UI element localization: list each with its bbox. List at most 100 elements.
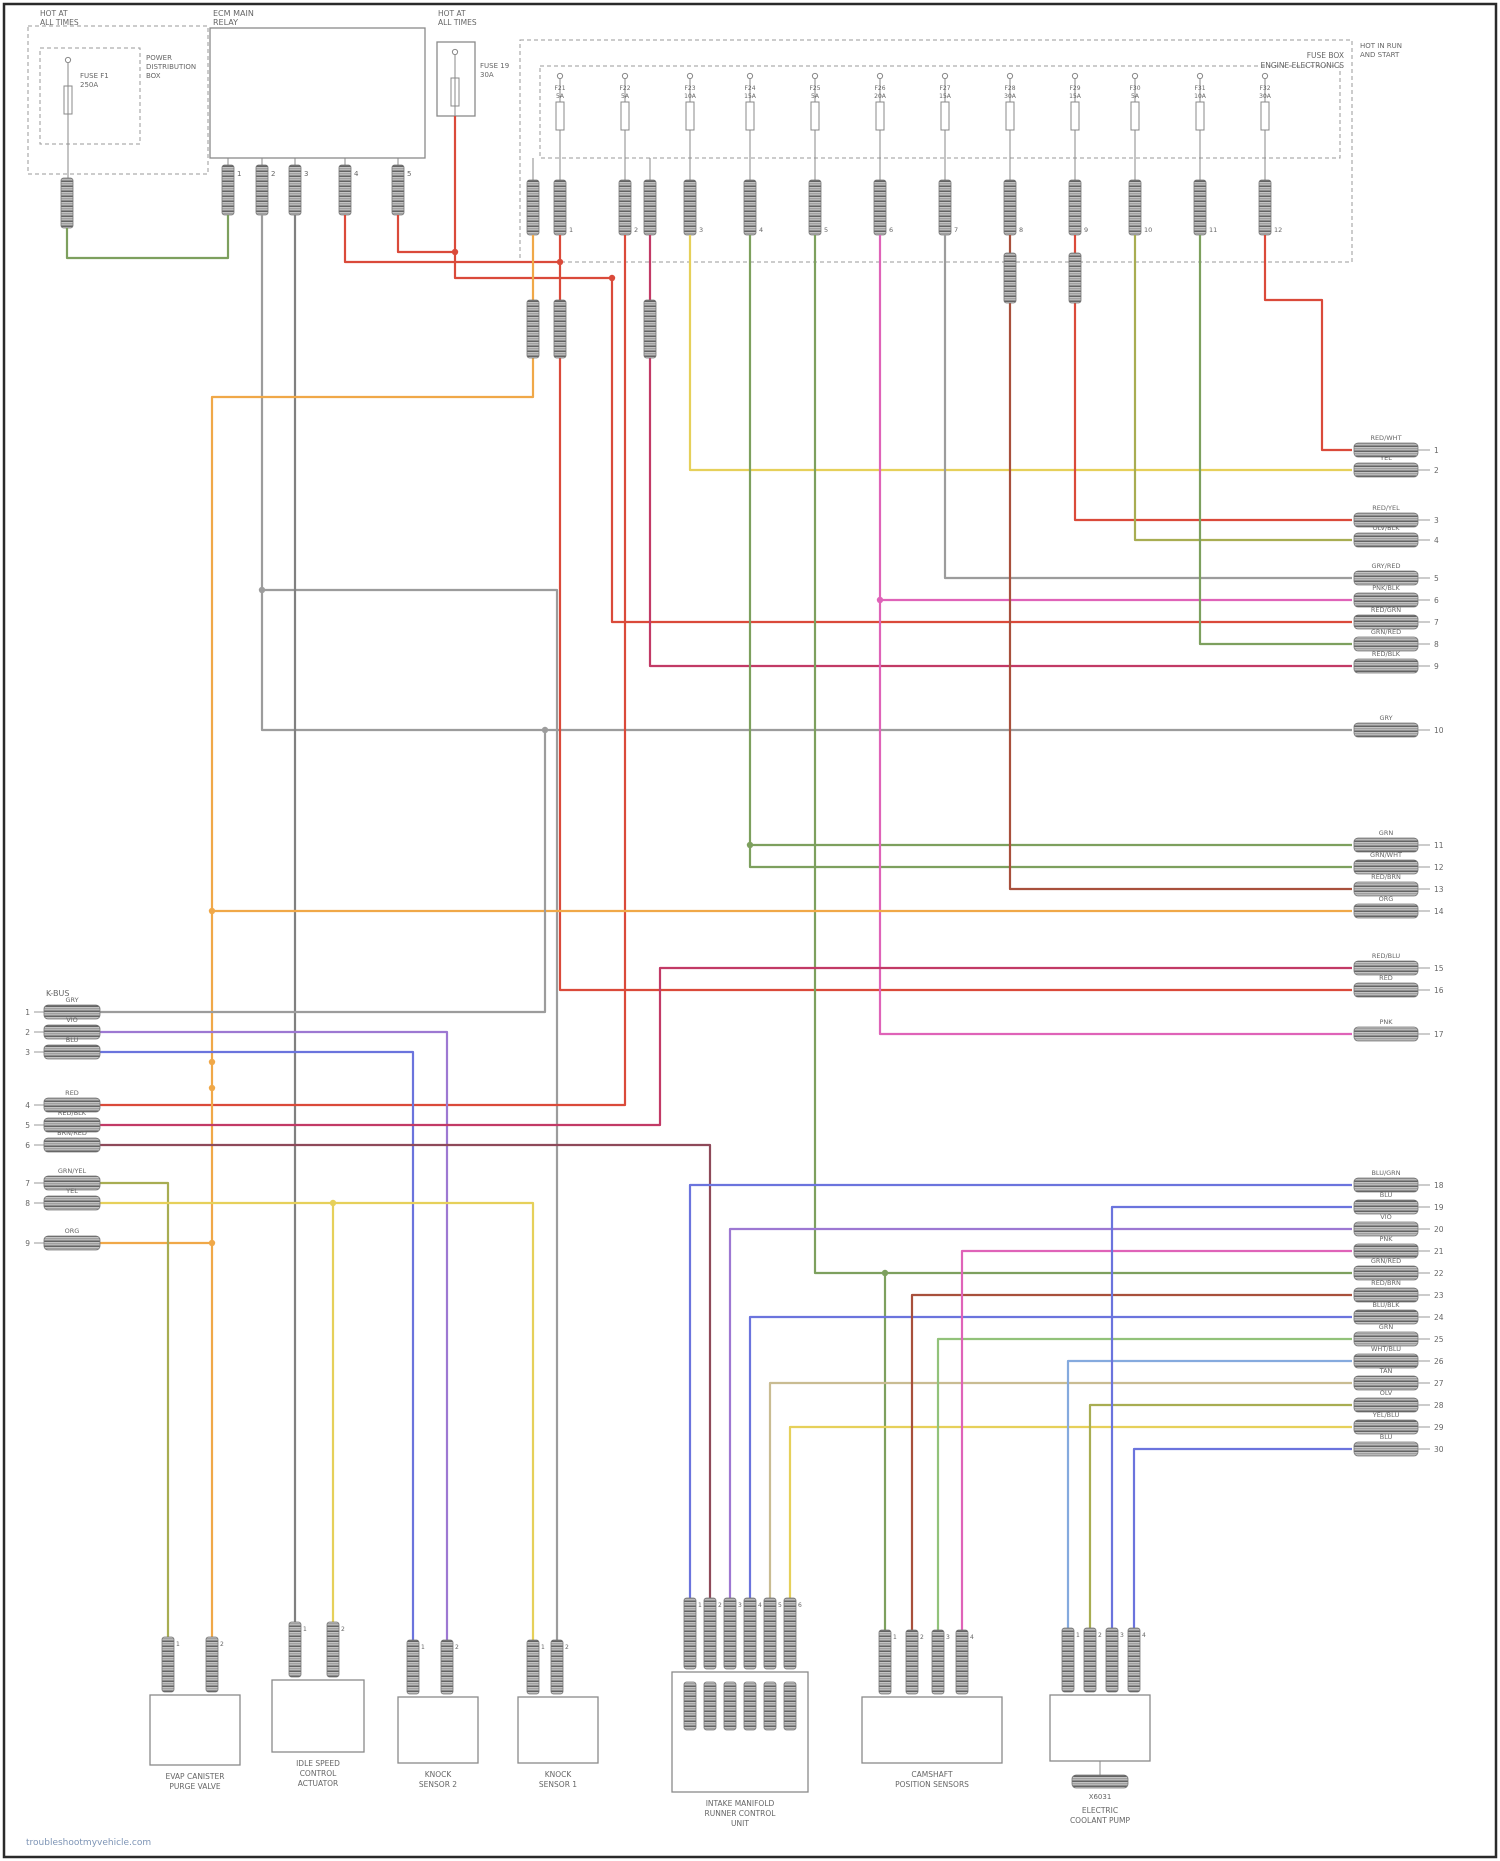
- right-terminal-pin: 3: [1434, 516, 1439, 525]
- component-box: [517, 1696, 599, 1764]
- component-label: RUNNER CONTROL: [705, 1809, 777, 1818]
- right-terminal-pin: 4: [1434, 536, 1439, 545]
- junction-dot: [258, 586, 266, 594]
- right-terminal: [1353, 1397, 1419, 1413]
- fusebox-fuse-body: [810, 101, 820, 131]
- right-terminal-label: RED/BLU: [1372, 952, 1401, 960]
- fusebox-fuse-name: F21: [554, 85, 565, 92]
- component-pin-number: 2: [718, 1602, 722, 1609]
- component-label: ELECTRIC: [1082, 1806, 1118, 1815]
- right-terminal-label: GRN/RED: [1371, 628, 1401, 636]
- fuse19-amp: 30A: [480, 71, 494, 79]
- right-terminal-label: ORG: [1379, 895, 1394, 903]
- fusebox-pin-number: 11: [1209, 226, 1217, 234]
- component-label: CONTROL: [300, 1769, 337, 1778]
- wire-b7-olv: [1088, 1403, 1352, 1628]
- fusebox-fuse-name: F28: [1004, 85, 1015, 92]
- component-pin-connector: [905, 1629, 919, 1695]
- fusebox-pin-number: 1: [569, 226, 573, 234]
- right-terminal-label: GRN: [1379, 829, 1394, 837]
- component-pin-connector: [783, 1597, 797, 1670]
- right-terminal-label: GRY/RED: [1372, 562, 1401, 570]
- fuse19-name: FUSE 19: [480, 62, 509, 70]
- right-terminal-pin: 24: [1434, 1313, 1444, 1322]
- power-box-side-label: BOX: [146, 72, 161, 80]
- junction-dot: [881, 1269, 889, 1277]
- fusebox-fuse-body: [620, 101, 630, 131]
- component-pin-connector: [878, 1629, 892, 1695]
- right-terminal-label: YEL: [1379, 454, 1392, 462]
- right-terminal-pin: 1: [1434, 446, 1439, 455]
- component-label: ACTUATOR: [298, 1779, 339, 1788]
- right-terminal-pin: 26: [1434, 1357, 1444, 1366]
- relay-box-label-above: ECM MAIN: [213, 9, 254, 18]
- relay-pin-number: 1: [237, 170, 241, 178]
- fusebox-fuse-terminal: [1131, 72, 1139, 80]
- right-terminal-label: RED/BLK: [1372, 650, 1401, 658]
- right-terminal-pin: 19: [1434, 1203, 1444, 1212]
- fusebox-fuse-amp: 30A: [1259, 93, 1272, 100]
- left-terminal-pin: 1: [25, 1008, 30, 1017]
- inline-connector: [1068, 252, 1082, 304]
- right-terminal-pin: 14: [1434, 907, 1444, 916]
- right-terminal-pin: 6: [1434, 596, 1439, 605]
- junction-dot: [746, 841, 754, 849]
- wire-relay-gry-main: [260, 215, 1352, 732]
- wire-b5-yel: [788, 1425, 1352, 1598]
- component-box: [271, 1679, 365, 1753]
- right-terminal-label: RED/YEL: [1372, 504, 1400, 512]
- relay-pin-connector: [288, 164, 302, 216]
- fuse19-terminal: [451, 48, 459, 56]
- component-pin-connector: [743, 1597, 757, 1670]
- component-label: INTAKE MANIFOLD: [706, 1799, 775, 1808]
- component-pin-number: 3: [1120, 1632, 1124, 1639]
- component-label: SENSOR 2: [419, 1780, 457, 1789]
- component-box: [397, 1696, 479, 1764]
- left-terminal-pin: 2: [25, 1028, 30, 1037]
- left-terminal: [43, 1097, 101, 1113]
- right-terminal-pin: 2: [1434, 466, 1439, 475]
- relay-pin-connector: [255, 164, 269, 216]
- right-terminal-label: TAN: [1379, 1367, 1393, 1375]
- left-terminal: [43, 1235, 101, 1251]
- right-terminal-label: BLU: [1380, 1191, 1393, 1199]
- right-terminal: [1353, 570, 1419, 586]
- power-distribution-box: [27, 25, 209, 175]
- fusebox-pin-connector: [553, 179, 567, 236]
- power-distribution-inner-box: [39, 47, 141, 145]
- component-internal-pin: [743, 1681, 757, 1731]
- component-pin-connector: [326, 1621, 340, 1678]
- left-terminal-label: VIO: [66, 1016, 77, 1024]
- fusebox-pin-number: 3: [699, 226, 703, 234]
- right-terminal: [1353, 1199, 1419, 1215]
- wire-b5-tan: [768, 1381, 1352, 1598]
- component-label: POSITION SENSORS: [895, 1780, 969, 1789]
- component-pin-connector: [161, 1636, 175, 1693]
- component-internal-pin: [763, 1681, 777, 1731]
- left-terminal: [43, 1195, 101, 1211]
- left-terminal-label: ORG: [65, 1227, 80, 1235]
- inline-connector: [643, 299, 657, 359]
- fusebox-title: FUSE BOX: [1307, 51, 1344, 60]
- fusebox-pin-number: 4: [759, 226, 763, 234]
- fusebox-fuse-amp: 15A: [744, 93, 757, 100]
- right-terminal-pin: 28: [1434, 1401, 1444, 1410]
- component-pin-connector: [1061, 1627, 1075, 1693]
- left-terminal: [43, 1117, 101, 1133]
- fusebox-pin-number: 5: [824, 226, 828, 234]
- right-terminal-label: RED/BRN: [1371, 873, 1401, 881]
- right-terminal-pin: 12: [1434, 863, 1444, 872]
- fusebox-pin-number: 8: [1019, 226, 1023, 234]
- right-terminal: [1353, 722, 1419, 738]
- right-terminal-label: PNK/BLK: [1372, 584, 1400, 592]
- wire-f29-red: [1073, 235, 1352, 522]
- component-internal-pin: [703, 1681, 717, 1731]
- left-terminal: [43, 1024, 101, 1040]
- component-pin-number: 1: [303, 1626, 307, 1633]
- component-sub-label: X6031: [1089, 1793, 1112, 1801]
- fusebox-fuse-amp: 5A: [811, 93, 820, 100]
- component-pin-number: 2: [455, 1644, 459, 1651]
- component-pin-connector: [703, 1597, 717, 1670]
